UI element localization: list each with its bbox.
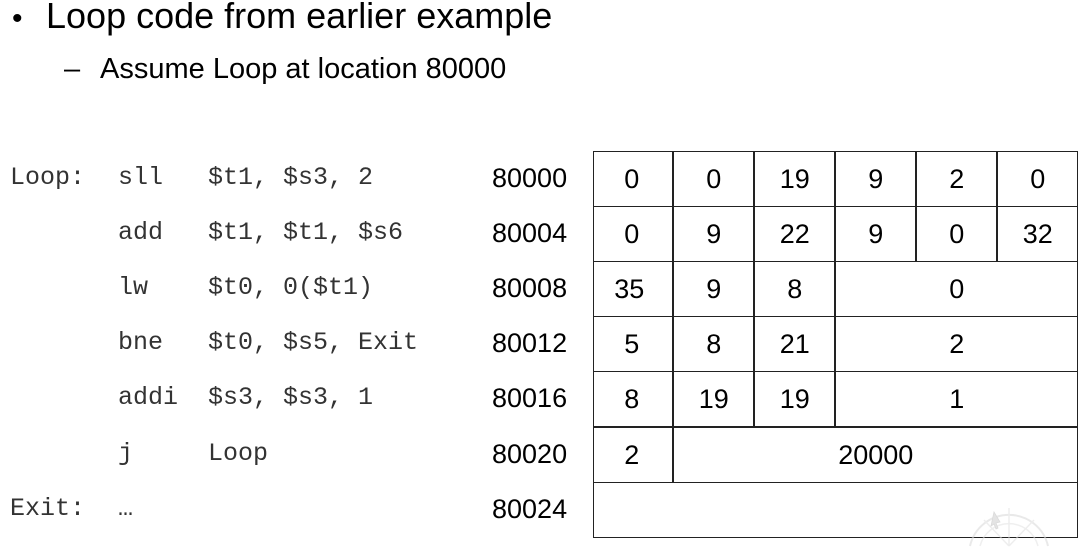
field-rd: 9: [835, 151, 917, 207]
code-opcode: lw: [118, 273, 149, 302]
field-rt: 19: [754, 371, 836, 427]
code-operands: $t0, $s5, Exit: [208, 328, 419, 357]
memory-address: 80024: [492, 494, 568, 524]
machine-code-row: 8 19 19 1: [593, 371, 1079, 427]
bullet-dot: •: [12, 2, 23, 35]
sub-bullet-text: Assume Loop at location 80000: [100, 53, 507, 85]
machine-code-row: 2 20000: [593, 427, 1079, 483]
code-label: Loop:: [10, 163, 86, 192]
memory-address: 80020: [492, 439, 568, 469]
field-funct: 0: [997, 151, 1079, 207]
field-rt: 19: [754, 151, 836, 207]
machine-code-row: [593, 482, 1079, 538]
main-bullet: • Loop code from earlier example: [12, 0, 552, 43]
sub-bullet-dash: –: [64, 53, 81, 85]
field-rs: 9: [673, 261, 755, 317]
field-rt: 8: [754, 261, 836, 317]
memory-address: 80000: [492, 163, 568, 193]
field-op: 8: [593, 371, 674, 427]
field-funct: 32: [997, 206, 1079, 262]
field-op: 35: [593, 261, 674, 317]
field-immediate: 1: [835, 371, 1079, 427]
main-bullet-text: Loop code from earlier example: [46, 0, 553, 36]
field-rs: 0: [673, 151, 755, 207]
presentation-watermark-icon: [969, 508, 1049, 547]
field-shamt: 0: [916, 206, 998, 262]
code-opcode: add: [118, 218, 164, 247]
code-operands: $t1, $t1, $s6: [208, 218, 404, 247]
machine-code-row: 0 9 22 9 0 32: [593, 206, 1079, 262]
code-opcode: sll: [118, 163, 164, 192]
code-operands: $s3, $s3, 1: [208, 383, 374, 412]
field-shamt: 2: [916, 151, 998, 207]
code-operands: $t0, 0($t1): [208, 273, 374, 302]
field-rt: 22: [754, 206, 836, 262]
field-rs: 8: [673, 316, 755, 372]
empty-cell: [593, 482, 1079, 538]
code-label: Exit:: [10, 494, 86, 523]
machine-code-row: 35 9 8 0: [593, 261, 1079, 317]
code-opcode: bne: [118, 328, 164, 357]
machine-code-row: 5 8 21 2: [593, 316, 1079, 372]
field-op: 0: [593, 206, 674, 262]
field-address: 20000: [673, 427, 1079, 483]
field-rt: 21: [754, 316, 836, 372]
code-opcode: …: [118, 494, 134, 523]
code-opcode: addi: [118, 383, 179, 412]
memory-address: 80016: [492, 383, 568, 413]
memory-address: 80008: [492, 273, 568, 303]
field-op: 2: [593, 427, 674, 483]
field-rd: 9: [835, 206, 917, 262]
machine-code-row: 0 0 19 9 2 0: [593, 151, 1079, 207]
field-op: 0: [593, 151, 674, 207]
code-operands: Loop: [208, 439, 269, 468]
memory-address: 80012: [492, 328, 568, 358]
machine-code-table: 0 0 19 9 2 0 0 9 22 9 0 32 35 9 8 0 5 8 …: [593, 151, 1079, 541]
memory-address: 80004: [492, 218, 568, 248]
field-rs: 19: [673, 371, 755, 427]
field-op: 5: [593, 316, 674, 372]
field-immediate: 2: [835, 316, 1079, 372]
field-rs: 9: [673, 206, 755, 262]
code-operands: $t1, $s3, 2: [208, 163, 374, 192]
sub-bullet: – Assume Loop at location 80000: [64, 50, 506, 88]
code-opcode: j: [118, 439, 134, 468]
field-immediate: 0: [835, 261, 1079, 317]
